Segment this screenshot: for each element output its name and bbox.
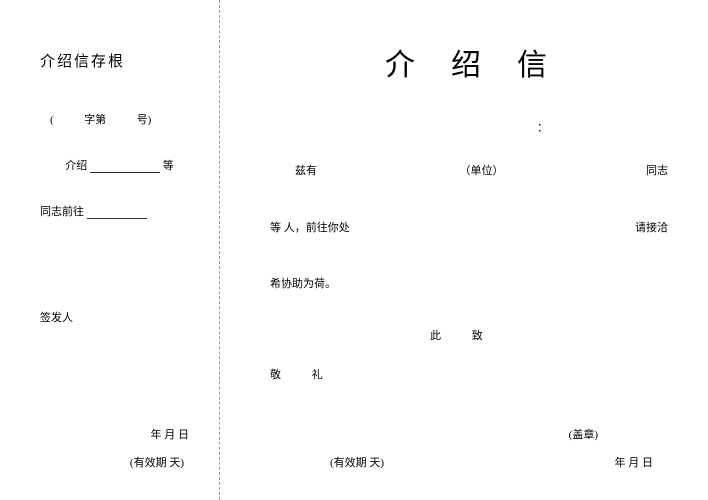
cizhi-line: 此 致 — [270, 327, 668, 343]
main-validity: (有效期 天) — [270, 454, 384, 470]
stub-intro-line: 介绍 等 — [40, 157, 199, 173]
ziyou: 兹有 — [295, 157, 317, 186]
ref-hao: 号) — [137, 114, 152, 126]
issuer-label: 签发人 — [40, 312, 73, 324]
xiexie: 希协助为荷。 — [270, 278, 336, 290]
deng-ren: 等 人，前往你处 — [270, 214, 350, 243]
qingjiaqia: 请接洽 — [635, 214, 668, 243]
body-line-1: 兹有 （单位） 同志 — [270, 157, 668, 186]
stub-ref-line: ( 字第 号) — [40, 111, 199, 127]
main-date: 年 月 日 — [615, 454, 669, 470]
stub-bottom: 年 月 日 (有效期 天) — [40, 426, 199, 470]
letter-body: 兹有 （单位） 同志 等 人，前往你处 请接洽 希协助为荷。 — [270, 157, 668, 327]
stub-issuer-line: 签发人 — [40, 309, 199, 325]
tongzhi: 同志 — [646, 157, 668, 186]
ref-zi: 字第 — [84, 114, 106, 126]
body-line-2: 等 人，前往你处 请接洽 — [270, 214, 668, 243]
main-date-valid: (有效期 天) 年 月 日 — [270, 454, 668, 470]
stub-title: 介绍信存根 — [40, 50, 199, 71]
stub-destination-line: 同志前往 — [40, 203, 199, 219]
seal-line: (盖章) — [270, 426, 668, 442]
main-bottom: (盖章) (有效期 天) 年 月 日 — [270, 426, 668, 470]
intro-deng: 等 — [163, 160, 174, 172]
dest-underline — [87, 207, 147, 219]
intro-label: 介绍 — [65, 160, 87, 172]
danwei: （单位） — [460, 157, 504, 186]
stub-validity: (有效期 天) — [40, 454, 199, 470]
main-letter: 介绍信 ： 兹有 （单位） 同志 等 人，前往你处 请接洽 希协助为荷。 此 致… — [220, 0, 708, 500]
stub-panel: 介绍信存根 ( 字第 号) 介绍 等 同志前往 签发人 年 月 日 (有效期 天… — [0, 0, 220, 500]
main-title: 介绍信 — [270, 40, 668, 84]
recipient-colon: ： — [270, 119, 668, 135]
tongzhi-qianwang: 同志前往 — [40, 206, 84, 218]
ref-open: ( — [50, 114, 54, 126]
stub-date: 年 月 日 — [40, 426, 199, 442]
intro-underline — [90, 161, 160, 173]
jingli-line: 敬 礼 — [270, 366, 668, 382]
body-line-3: 希协助为荷。 — [270, 270, 668, 299]
